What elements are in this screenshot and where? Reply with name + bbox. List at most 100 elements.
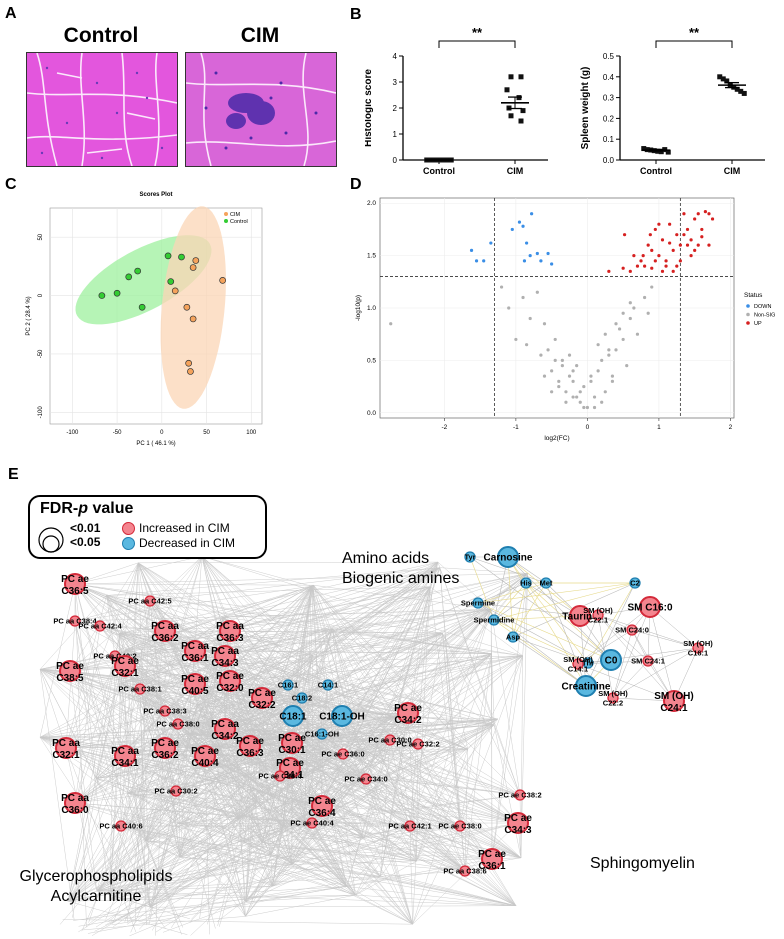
network-edge <box>311 822 347 887</box>
network-edge <box>155 718 498 933</box>
gp-node <box>114 655 136 677</box>
legend-increased-swatch <box>122 522 135 535</box>
data-point-up <box>675 233 679 237</box>
network-edge <box>631 629 649 662</box>
aa-node <box>540 577 552 589</box>
gp-node-label: PC ae <box>504 813 532 824</box>
network-edge <box>304 684 329 822</box>
data-point-cim <box>187 368 194 375</box>
gp-node <box>281 732 303 754</box>
network-edge <box>95 778 146 841</box>
network-edge <box>311 586 431 824</box>
gp-node <box>459 865 471 877</box>
network-edge <box>201 556 312 587</box>
network-edge <box>179 857 381 877</box>
gp-node-label: C32:2 <box>248 700 276 711</box>
data-point-non-sig <box>603 332 607 336</box>
data-point-down <box>469 248 474 252</box>
network-edge <box>223 609 492 618</box>
legend-marker <box>746 304 750 308</box>
y-tick-label: -50 <box>38 349 44 358</box>
gp-node <box>115 820 127 832</box>
data-point-non-sig <box>507 306 511 310</box>
gp-node <box>311 795 333 817</box>
network-edge <box>96 885 273 892</box>
network-edge <box>125 649 411 827</box>
legend-marker <box>224 212 228 216</box>
network-edge <box>125 649 239 819</box>
network-edge <box>311 586 521 796</box>
network-edge <box>127 715 343 923</box>
network-edge <box>69 670 273 887</box>
network-edge <box>127 793 271 856</box>
network-edge <box>96 864 292 892</box>
data-point-non-sig <box>621 337 625 342</box>
network-edge <box>119 633 417 862</box>
legend-p-large: <0.05 <box>70 535 101 549</box>
data-point-control <box>134 267 142 275</box>
network-edge <box>39 669 126 757</box>
network-edge <box>164 715 395 749</box>
network-edge <box>119 633 293 744</box>
gp-node-label: PC ae <box>151 738 179 749</box>
histology-control-svg <box>27 53 177 166</box>
gp-node-label: C32:0 <box>216 683 244 694</box>
network-edge <box>67 585 314 902</box>
network-edge <box>304 653 492 822</box>
network-edge <box>105 704 199 920</box>
gp-node-label: PC ae <box>61 574 89 585</box>
network-edge <box>138 562 291 769</box>
gp-node <box>134 683 146 695</box>
network-edge <box>68 894 356 902</box>
network-edge <box>112 655 226 924</box>
network-edge <box>39 595 107 670</box>
histology-cim-image <box>185 52 337 167</box>
network-edge <box>282 628 333 827</box>
gp-node <box>154 620 176 642</box>
x-tick-label: 2 <box>729 424 733 431</box>
gp-node <box>55 737 77 759</box>
network-edge <box>512 582 527 638</box>
network-edge <box>493 582 636 621</box>
data-point-down <box>525 241 529 245</box>
data-point <box>665 149 671 155</box>
gp-node-label: PC aa <box>211 646 239 657</box>
network-edge <box>304 585 314 822</box>
network-edge <box>245 586 312 902</box>
network-edge <box>138 562 151 908</box>
network-edge <box>40 669 519 824</box>
network-edge <box>67 793 128 902</box>
aa-node-label: Met <box>540 579 553 588</box>
network-edge <box>477 582 636 604</box>
data-point-cim <box>171 287 179 295</box>
data-point-non-sig <box>575 364 579 368</box>
data-point-non-sig <box>582 405 586 410</box>
data-point-up <box>693 248 697 252</box>
network-edge <box>69 654 313 672</box>
network-edge <box>194 650 498 720</box>
legend-label: DOWN <box>754 304 771 310</box>
network-edge <box>119 609 492 634</box>
network-edge <box>139 688 181 858</box>
data-point-up <box>696 243 700 247</box>
network-edge <box>96 766 323 892</box>
data-point-up <box>710 217 715 221</box>
network-edge <box>631 629 699 649</box>
network-edge <box>119 556 203 634</box>
network-edge <box>597 614 649 662</box>
gp-node-label: PC ae <box>191 746 219 757</box>
pca-scores-plot: Scores Plot -100 -50 0 50 100 50 0 -50 -100 PC 1 (… <box>26 192 263 447</box>
significance-bracket <box>438 40 516 48</box>
network-edge <box>577 663 675 702</box>
gp-node-label: PC ae <box>236 736 264 747</box>
y-tick-label: 2.0 <box>367 200 376 207</box>
network-legend: FDR-p value <0.01 <0.05 Increased in CIM… <box>28 495 267 559</box>
network-edge <box>74 625 101 804</box>
network-edge <box>67 823 179 902</box>
data-point <box>508 113 514 119</box>
network-edge <box>59 790 177 925</box>
data-point-up <box>689 238 693 242</box>
gp-node <box>481 848 503 870</box>
data-point-up <box>707 243 711 247</box>
panel-label-a: A <box>5 5 17 22</box>
